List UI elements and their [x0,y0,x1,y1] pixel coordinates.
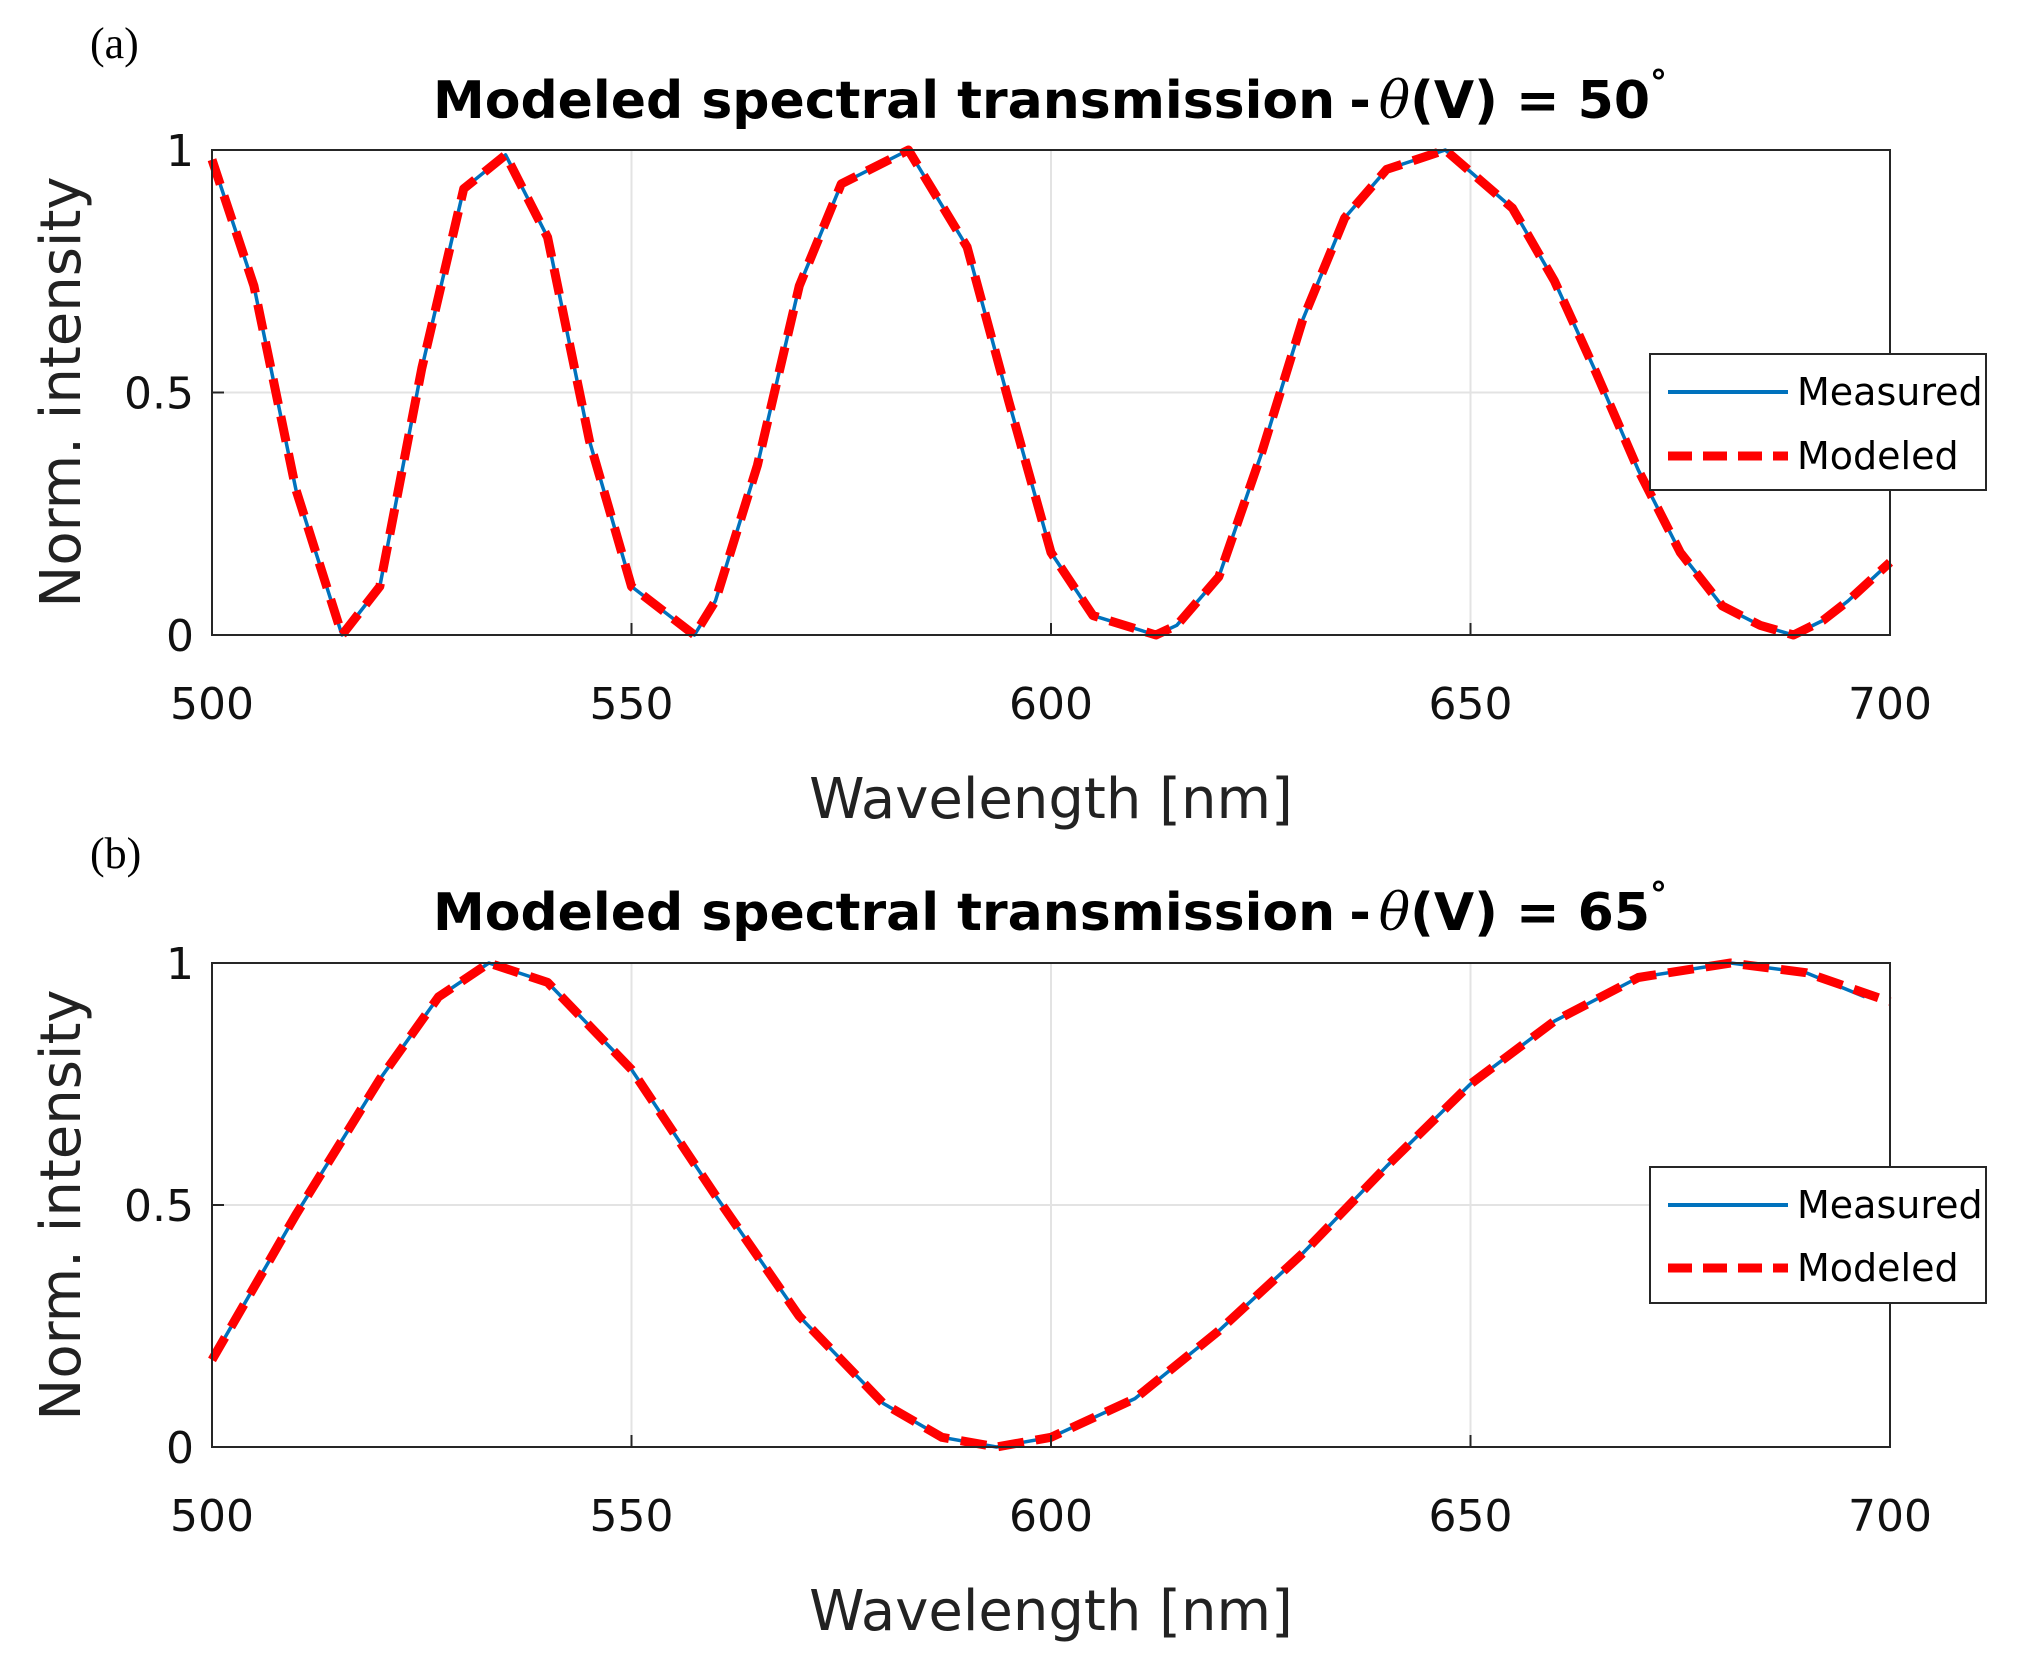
y-tick-label: 1 [166,126,194,177]
x-tick-label: 700 [1848,1491,1932,1542]
title-expr: (V) = 50 [1410,71,1650,131]
legend-label-modeled: Modeled [1797,1246,1959,1290]
title-theta: θ [1379,71,1410,131]
y-tick-label: 0.5 [124,1181,194,1232]
legend: Measured Modeled [1649,353,1987,491]
title-dash: - [1349,883,1371,943]
x-tick-label: 650 [1429,1491,1513,1542]
x-tick-label: 500 [170,1491,254,1542]
title-degree: ° [1650,875,1667,915]
series-lines [207,145,1894,640]
panel-label: (a) [90,19,139,68]
grid-lines [212,963,1890,1447]
title-expr: (V) = 65 [1410,883,1650,943]
tick-labels: 500 550 600 650 700 0 0.5 1 [124,939,1932,1542]
legend-label-measured: Measured [1797,370,1983,414]
x-axis-label: Wavelength [nm] [809,767,1293,832]
x-tick-label: 600 [1009,1491,1093,1542]
chart-panel-a: (a) Modeled spectral transmission - θ(V) =… [29,19,1987,832]
title-theta: θ [1379,883,1410,943]
x-tick-label: 700 [1848,679,1932,730]
x-tick-label: 650 [1429,679,1513,730]
y-axis-label: Norm. intensity [29,989,94,1420]
x-tick-label: 550 [590,679,674,730]
legend-box [1649,353,1987,491]
series-line-modeled [207,145,1894,640]
title-degree: ° [1650,63,1667,103]
x-tick-label: 600 [1009,679,1093,730]
title-main: Modeled spectral transmission [433,883,1335,943]
title-main: Modeled spectral transmission [433,71,1335,131]
legend-label-measured: Measured [1797,1183,1983,1227]
chart-title: Modeled spectral transmission - θ(V) = 50° [433,63,1667,131]
legend-label-modeled: Modeled [1797,434,1959,478]
x-tick-label: 550 [590,1491,674,1542]
legend: Measured Modeled [1649,1166,1987,1304]
chart-panel-b: (b) Modeled spectral transmission - θ(V) =… [29,829,1987,1644]
grid-lines [212,150,1890,635]
chart-title: Modeled spectral transmission - θ(V) = 65° [433,875,1667,943]
title-dash: - [1349,71,1371,131]
tick-labels: 500 550 600 650 700 0 0.5 1 [124,126,1932,730]
y-tick-label: 0 [166,611,194,662]
y-tick-label: 0 [166,1423,194,1474]
panel-label: (b) [90,829,141,878]
x-axis-label: Wavelength [nm] [809,1579,1293,1644]
series-line-modeled [208,958,1892,1452]
y-tick-label: 0.5 [124,369,194,420]
x-tick-label: 500 [170,679,254,730]
y-tick-label: 1 [166,939,194,990]
legend-box [1649,1166,1987,1304]
y-axis-label: Norm. intensity [29,176,94,607]
